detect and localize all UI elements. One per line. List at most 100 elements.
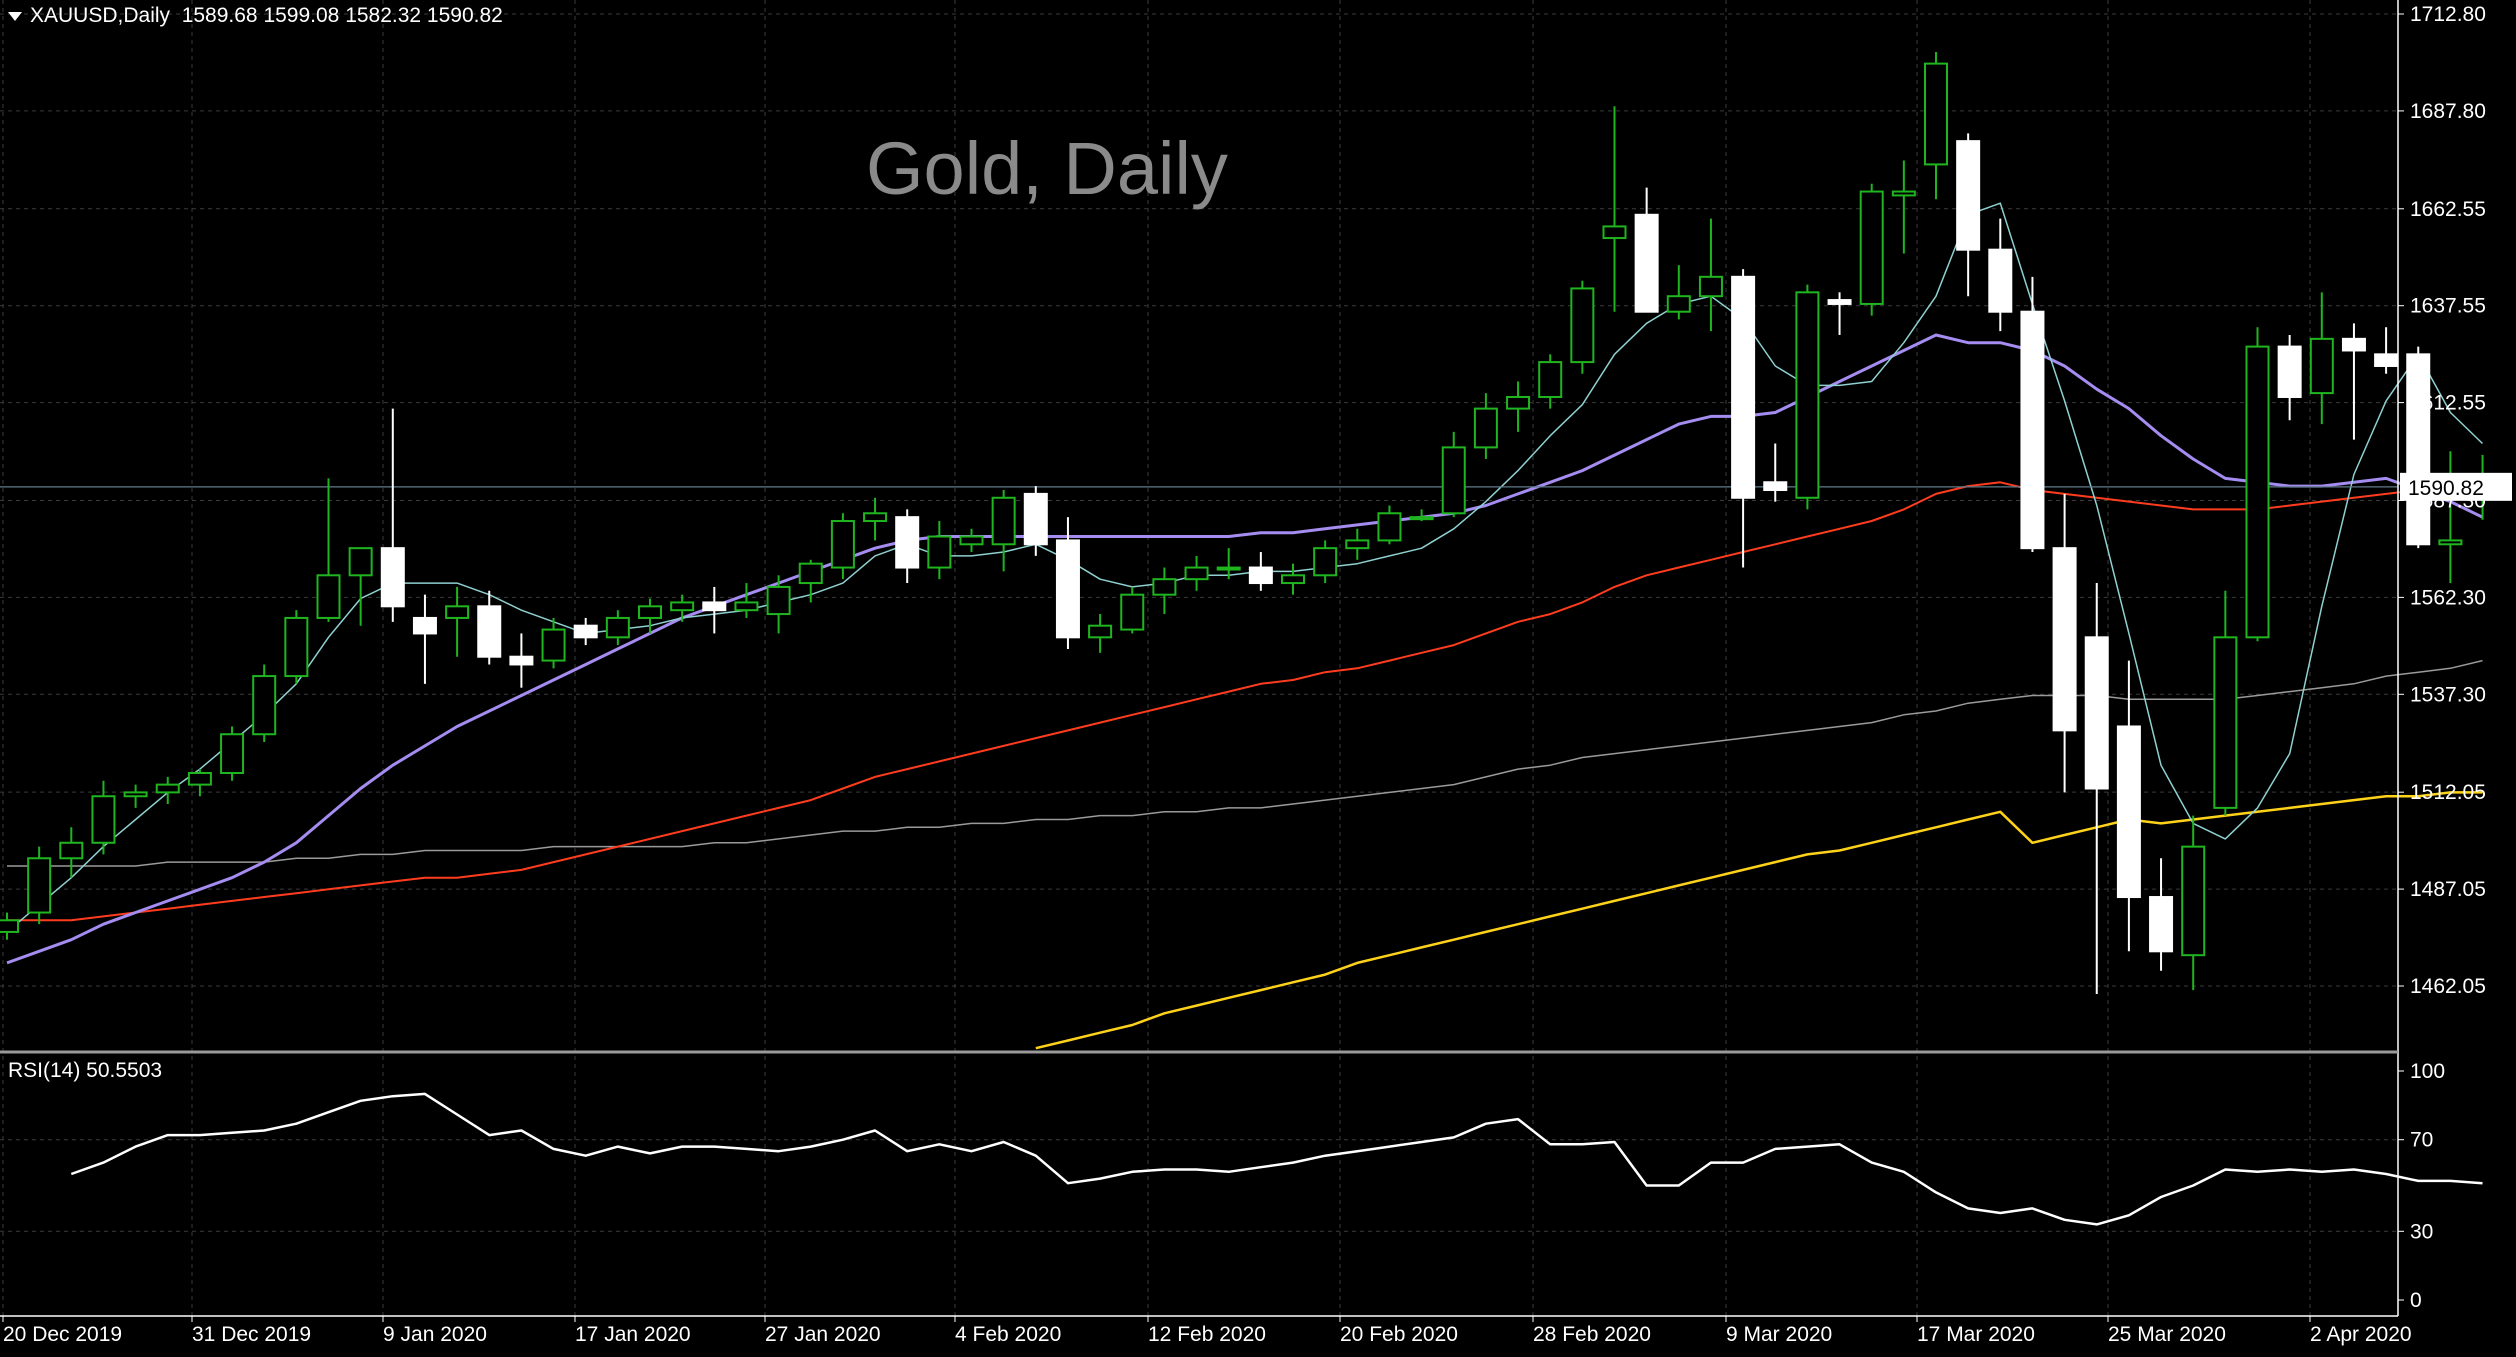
chart-watermark: Gold, Daily (866, 127, 1228, 210)
ma-20-line (6, 333, 2484, 965)
candle-body (1506, 395, 1531, 410)
current-price-box (2400, 472, 2512, 501)
date-tick-label: 20 Feb 2020 (1340, 1323, 1458, 1346)
candle-body (959, 535, 984, 546)
candle-body (2084, 636, 2109, 790)
dropdown-triangle-icon[interactable] (8, 11, 22, 21)
candle-body (220, 733, 245, 774)
rsi-line (70, 1092, 2483, 1226)
candle-body (412, 616, 437, 635)
candle-body (1216, 566, 1241, 571)
candle-body (1538, 361, 1563, 398)
candle-body (348, 547, 373, 577)
candle-body (1120, 593, 1145, 631)
date-tick-label: 12 Feb 2020 (1148, 1323, 1266, 1346)
candle-body (1891, 190, 1916, 197)
candle-body (1248, 566, 1273, 585)
candle-body (1055, 539, 1080, 639)
candle-body (605, 616, 630, 639)
candle-body (252, 675, 277, 736)
grid-layer (0, 0, 2398, 1316)
candle-body (1763, 481, 1788, 492)
date-tick-label: 9 Mar 2020 (1726, 1323, 1832, 1346)
chart-header: XAUUSD,Daily 1589.68 1599.08 1582.32 159… (8, 4, 503, 28)
moving-average-layer (0, 202, 2484, 1050)
candle-body (1409, 516, 1434, 521)
price-tick-label: 1637.55 (2410, 295, 2486, 318)
rsi-panel-label: RSI(14) 50.5503 (8, 1059, 163, 1082)
date-tick-label: 4 Feb 2020 (955, 1323, 1061, 1346)
candle-body (316, 574, 341, 619)
candle-body (1795, 291, 1820, 499)
candle-body (991, 496, 1016, 546)
candle-body (1345, 539, 1370, 550)
ma-200-line (1035, 791, 2483, 1050)
candle-body (1152, 578, 1177, 596)
price-tick-label: 1687.80 (2410, 100, 2486, 123)
candle-body (1313, 547, 1338, 577)
candle-body (1988, 248, 2013, 313)
price-tick-label: 1512.05 (2410, 781, 2486, 804)
symbol-label: XAUUSD,Daily (30, 4, 171, 27)
candle-layer (0, 51, 2495, 994)
candle-body (1698, 275, 1723, 298)
date-tick-label: 9 Jan 2020 (383, 1323, 487, 1346)
candle-body (155, 783, 180, 794)
date-tick-label: 17 Jan 2020 (575, 1323, 691, 1346)
candle-body (2374, 353, 2399, 367)
candle-body (638, 605, 662, 619)
candle-body (1473, 407, 1498, 449)
price-tick-label: 1537.30 (2410, 683, 2486, 706)
rsi-tick-label: 70 (2410, 1129, 2433, 1152)
candle-body (863, 512, 888, 523)
candle-body (2341, 337, 2366, 352)
candle-body (1281, 574, 1305, 585)
candle-body (509, 655, 534, 666)
candle-body (1377, 512, 1402, 542)
current-price-text: 1590.82 (2408, 477, 2484, 500)
price-tick-label: 1562.30 (2410, 586, 2486, 609)
candle-body (380, 547, 405, 608)
date-tick-label: 17 Mar 2020 (1917, 1323, 2035, 1346)
candle-body (1570, 287, 1595, 364)
date-tick-label: 2 Apr 2020 (2310, 1323, 2412, 1346)
date-tick-label: 25 Mar 2020 (2108, 1323, 2226, 1346)
candle-body (27, 857, 52, 914)
candle-body (734, 601, 759, 612)
candle-body (187, 771, 212, 786)
price-tick-label: 1612.55 (2410, 392, 2486, 415)
candle-body (2406, 353, 2431, 546)
rsi-tick-label: 100 (2410, 1060, 2445, 1083)
candle-body (1666, 295, 1691, 313)
candle-body (927, 535, 952, 569)
candle-body (670, 601, 695, 612)
ma-50-line (7, 481, 2483, 922)
date-tick-label: 28 Feb 2020 (1533, 1323, 1651, 1346)
candle-body (895, 516, 920, 569)
candle-body (1924, 62, 1948, 166)
candle-body (0, 919, 19, 933)
candle-body (2020, 310, 2045, 550)
candle-body (2149, 896, 2174, 953)
candle-body (1956, 140, 1981, 251)
date-tick-label: 27 Jan 2020 (765, 1323, 881, 1346)
candle-body (284, 616, 309, 678)
candle-body (2181, 845, 2206, 957)
candle-body (1023, 492, 1048, 546)
ma-fast-line (6, 202, 2484, 933)
date-tick-label: 31 Dec 2019 (192, 1323, 311, 1346)
candle-body (1827, 299, 1852, 305)
current-price-label: 1590.82 (2400, 472, 2512, 501)
candle-body (1634, 213, 1659, 313)
candle-body (2052, 547, 2077, 732)
candle-body (59, 841, 84, 860)
candle-body (2277, 345, 2302, 398)
rsi-layer (70, 1092, 2483, 1226)
candle-body (2116, 725, 2141, 899)
candle-body (2213, 636, 2238, 809)
candle-body (2438, 539, 2463, 546)
candle-body (573, 624, 598, 639)
candle-body (1859, 190, 1884, 305)
